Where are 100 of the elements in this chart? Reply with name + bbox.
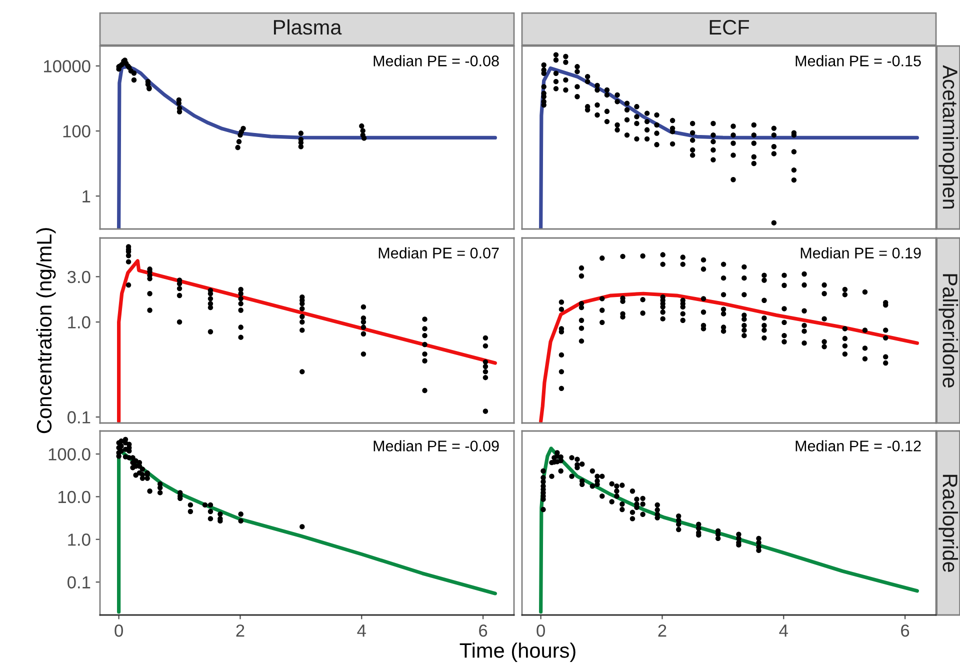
line-series (117, 259, 497, 423)
point (147, 308, 152, 313)
point (422, 351, 428, 357)
point (360, 331, 366, 336)
chart-title: Plasma (274, 19, 342, 35)
point (202, 502, 208, 508)
y-tick-label: 3.0 (68, 270, 90, 284)
point (300, 319, 305, 325)
point (238, 291, 244, 296)
y2-axis-title: Raclopride (938, 474, 958, 572)
y-tick-label: 10.0 (58, 490, 90, 504)
point (298, 144, 304, 150)
annotation: Median PE = -0.09 (374, 440, 499, 452)
point (238, 518, 244, 524)
point (360, 128, 366, 134)
point (218, 512, 223, 517)
point (126, 253, 132, 258)
point (360, 304, 366, 310)
x-tick-label: 6 (479, 624, 488, 637)
x-tick-label: 4 (357, 624, 366, 637)
point (300, 314, 305, 320)
y-tick-label: 10000 (44, 60, 90, 72)
y2-axis-title: Acetaminophen (938, 65, 958, 209)
point (422, 316, 428, 322)
point (482, 335, 488, 341)
point (131, 70, 137, 76)
point (158, 485, 163, 490)
point (360, 324, 366, 330)
y-tick-label: 1 (82, 190, 90, 202)
point (144, 476, 150, 481)
point (126, 259, 132, 264)
point (130, 455, 136, 460)
point (300, 524, 305, 530)
point (238, 301, 244, 306)
x-tick-label: 4 (779, 624, 788, 637)
point (300, 306, 305, 312)
point (238, 324, 244, 330)
y-tick-label: 0.1 (68, 411, 90, 424)
point (147, 488, 152, 494)
point (118, 448, 124, 454)
chart-title: ECF (710, 20, 749, 35)
y-tick-label: 100.0 (48, 448, 90, 460)
point (238, 512, 244, 517)
point (208, 508, 214, 514)
y-tick-label: 100 (63, 125, 90, 138)
point (422, 358, 428, 364)
point (482, 369, 488, 374)
point (238, 334, 244, 340)
y-tick-label: 1.0 (68, 316, 90, 328)
point (422, 332, 428, 338)
point (236, 139, 242, 144)
annotation: Median PE = -0.08 (374, 55, 499, 66)
point (188, 508, 194, 514)
y-tick-label: 0.1 (68, 576, 90, 589)
point (482, 343, 488, 349)
point (208, 502, 214, 508)
annotation: Median PE = 0.07 (378, 247, 499, 258)
point (422, 342, 428, 348)
x-tick-label: 0 (114, 624, 123, 637)
point (208, 329, 214, 334)
x-tick-label: 0 (536, 624, 545, 637)
annotation: Median PE = -0.12 (796, 440, 921, 452)
point (140, 466, 146, 472)
point (158, 490, 163, 496)
annotation: Median PE = -0.15 (796, 55, 921, 66)
point (482, 364, 488, 370)
y2-axis-title: Paliperidone (938, 274, 958, 388)
point (238, 308, 244, 313)
point (482, 374, 488, 380)
point (176, 286, 182, 292)
x-tick-label: 2 (236, 624, 244, 637)
point (140, 476, 146, 481)
point (188, 502, 194, 508)
point (360, 351, 366, 357)
x-tick-label: 6 (901, 624, 910, 637)
point (422, 326, 428, 332)
point (176, 319, 182, 325)
point (147, 291, 152, 296)
point (482, 359, 488, 365)
point (300, 328, 305, 333)
point (361, 136, 367, 141)
annotation: Median PE = 0.19 (800, 247, 921, 258)
y-tick-label: 1.0 (68, 534, 90, 546)
point (176, 292, 182, 298)
point (235, 144, 240, 150)
point (300, 369, 305, 374)
point (131, 77, 137, 83)
point (118, 443, 124, 449)
point (298, 130, 304, 136)
point (482, 408, 488, 414)
point (422, 388, 428, 394)
point (240, 126, 246, 132)
point (208, 296, 214, 302)
x-tick-label: 2 (658, 624, 666, 637)
point (126, 282, 132, 288)
x-axis-title: Time (hours) (460, 642, 576, 662)
y-axis-title: Concentration (ng/mL) (36, 228, 56, 434)
point (238, 296, 244, 302)
point (359, 123, 364, 129)
point (208, 516, 214, 522)
